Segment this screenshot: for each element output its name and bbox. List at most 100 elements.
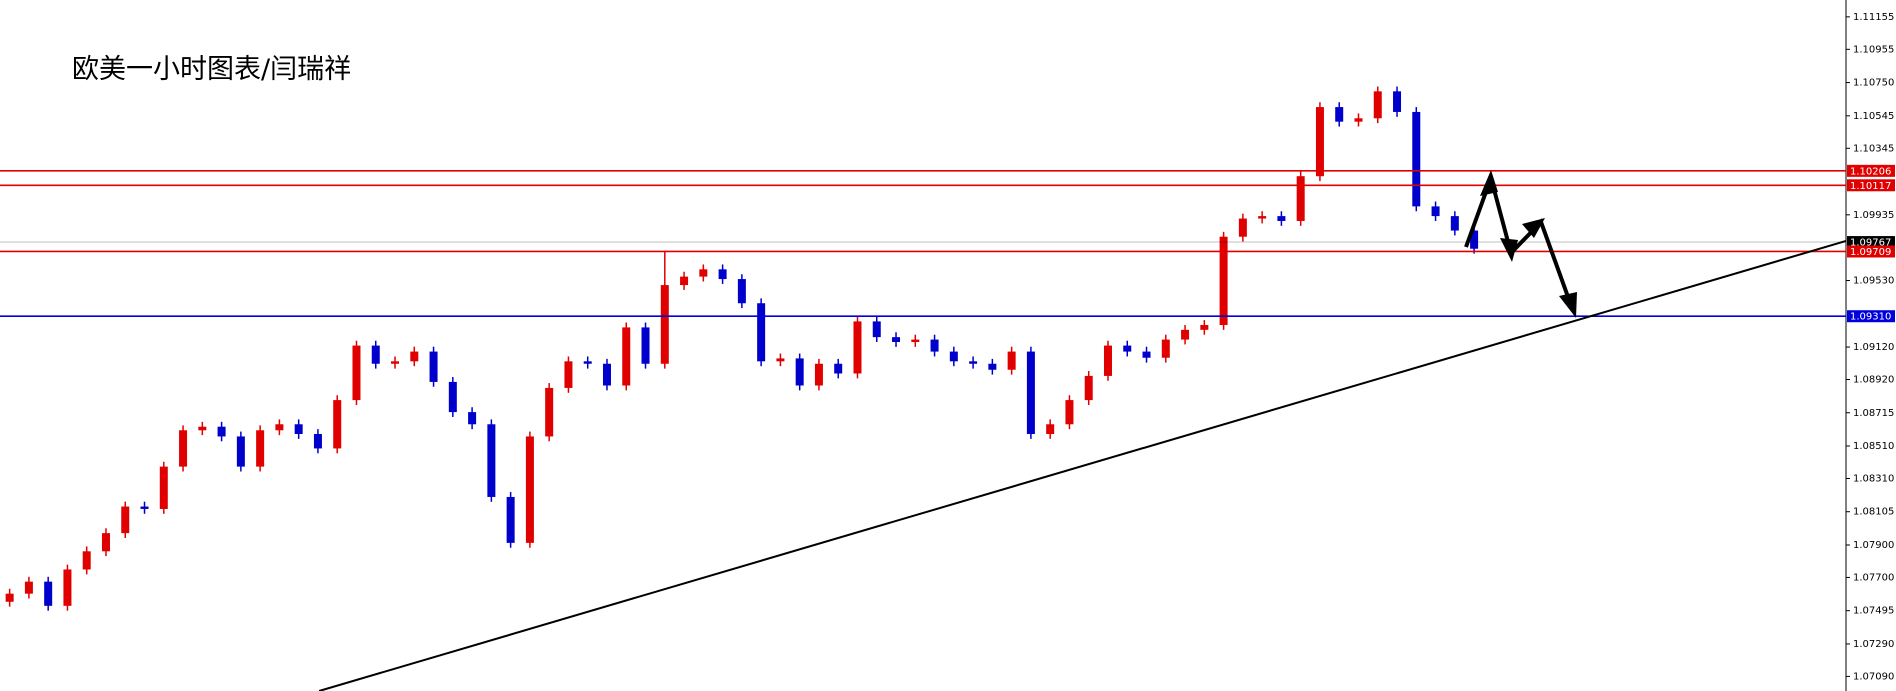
candle-body <box>622 327 631 386</box>
y-tick-label: 1.10545 <box>1853 111 1894 122</box>
y-tick-label: 1.08920 <box>1853 374 1894 385</box>
candle-body <box>5 593 14 602</box>
candle-body <box>179 430 188 467</box>
candle-body <box>1065 400 1074 425</box>
candle-body <box>737 279 746 304</box>
y-tick-label: 1.08715 <box>1853 408 1894 419</box>
chart-title: 欧美一小时图表/闫瑞祥 <box>72 54 351 85</box>
candle-body <box>564 361 573 388</box>
candle-body <box>487 424 496 497</box>
candle-body <box>1161 339 1170 358</box>
candle-body <box>1393 91 1402 112</box>
candle-body <box>660 285 669 364</box>
candle-body <box>699 269 708 277</box>
candle-body <box>834 363 843 374</box>
candle-body <box>448 381 457 413</box>
y-tick-label: 1.07090 <box>1853 671 1894 682</box>
candle-body <box>313 434 322 449</box>
candle-body <box>352 345 361 401</box>
candle-body <box>1200 324 1209 330</box>
candle-body <box>44 581 53 606</box>
y-tick-label: 1.10345 <box>1853 143 1894 154</box>
level-label: 1.10117 <box>1850 181 1891 192</box>
y-tick-label: 1.09935 <box>1853 210 1894 221</box>
candle-body <box>24 581 33 594</box>
candle-body <box>333 400 342 449</box>
candle-body <box>256 430 265 467</box>
candle-body <box>1084 375 1093 401</box>
trendline <box>318 239 1847 691</box>
y-tick-label: 1.07290 <box>1853 639 1894 650</box>
y-tick-label: 1.07495 <box>1853 606 1894 617</box>
candle-body <box>911 339 920 343</box>
candle-body <box>757 303 766 362</box>
candle-body <box>217 426 226 437</box>
y-tick-label: 1.11155 <box>1853 12 1894 23</box>
candle-body <box>371 345 380 364</box>
candle-body <box>641 327 650 364</box>
candle-body <box>583 361 592 364</box>
y-tick-label: 1.09120 <box>1853 342 1894 353</box>
y-tick-label: 1.08105 <box>1853 507 1894 518</box>
y-tick-label: 1.10955 <box>1853 44 1894 55</box>
candle-body <box>1296 176 1305 221</box>
level-tag <box>1847 245 1895 258</box>
candle-body <box>545 387 554 437</box>
candle-body <box>949 351 958 362</box>
candle-body <box>1335 107 1344 122</box>
candle-body <box>1046 424 1055 435</box>
y-tick-label: 1.08310 <box>1853 473 1894 484</box>
candle-body <box>429 351 438 382</box>
candle-body <box>718 269 727 280</box>
candle-body <box>63 569 72 606</box>
candle-body <box>892 337 901 343</box>
y-tick-label: 1.07700 <box>1853 572 1894 583</box>
candle-body <box>1238 218 1247 237</box>
arrow-head <box>1480 170 1498 196</box>
candle-body <box>1123 345 1132 352</box>
candle-body <box>468 412 477 425</box>
candle-body <box>1315 107 1324 177</box>
level-label: 1.10206 <box>1850 166 1891 177</box>
candle-body <box>1026 351 1035 435</box>
arrow-head <box>1522 218 1545 238</box>
candle-body <box>680 276 689 286</box>
candle-body <box>969 361 978 364</box>
candle-body <box>872 321 881 338</box>
candle-body <box>814 363 823 386</box>
level-label: 1.09310 <box>1850 312 1891 323</box>
candle-body <box>198 426 207 431</box>
candle-body <box>101 533 110 552</box>
candle-body <box>140 506 149 509</box>
candle-body <box>121 506 130 534</box>
arrow-head <box>1500 238 1518 262</box>
candle-body <box>275 424 284 431</box>
candle-body <box>82 551 91 570</box>
candle-body <box>1007 351 1016 370</box>
level-tag <box>1847 179 1895 192</box>
arrow-head <box>1559 292 1577 318</box>
candle-body <box>1142 351 1151 358</box>
candle-body <box>1450 216 1459 231</box>
level-label: 1.09767 <box>1850 238 1891 249</box>
level-label: 1.09709 <box>1850 247 1891 258</box>
candle-body <box>602 363 611 386</box>
candle-body <box>410 351 419 362</box>
candle-body <box>1412 111 1421 207</box>
y-tick-label: 1.08510 <box>1853 441 1894 452</box>
candle-body <box>525 436 534 543</box>
level-tag <box>1847 236 1895 249</box>
y-tick-label: 1.10750 <box>1853 78 1894 89</box>
candle-body <box>988 363 997 370</box>
candle-body <box>930 339 939 352</box>
candle-body <box>1431 206 1440 217</box>
candle-body <box>294 424 303 435</box>
candle-body <box>1258 216 1267 219</box>
level-tag <box>1847 164 1895 177</box>
candle-body <box>853 321 862 374</box>
y-tick-label: 1.07900 <box>1853 540 1894 551</box>
candle-body <box>236 436 245 467</box>
